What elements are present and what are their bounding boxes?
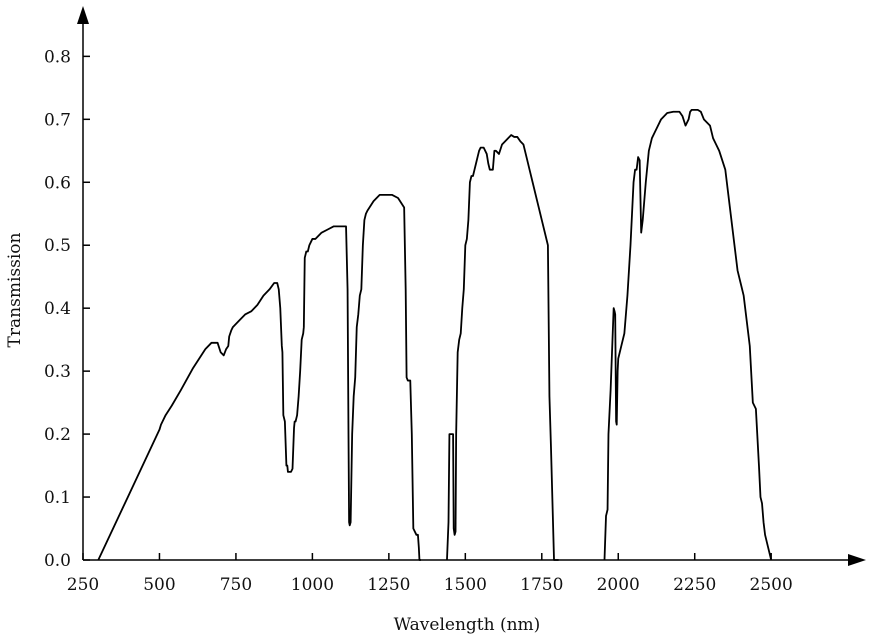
x-tick-label: 750 xyxy=(220,575,252,595)
y-tick-label: 0.8 xyxy=(44,47,71,67)
x-tick-label: 1750 xyxy=(520,575,563,595)
transmission-line-segment-2 xyxy=(446,134,559,561)
x-tick-label: 500 xyxy=(143,575,175,595)
series-layer xyxy=(97,108,773,561)
transmission-line-segment-1 xyxy=(97,193,421,561)
axes xyxy=(77,6,866,566)
tick-labels: 250 500 750 1000 1250 1500 1750 2000 2250 2500 0.0… xyxy=(44,47,793,595)
x-tick-label: 2250 xyxy=(673,575,716,595)
y-axis-title: Transmission xyxy=(5,233,25,348)
y-tick-label: 0.5 xyxy=(44,236,71,256)
x-tick-label: 1500 xyxy=(444,575,487,595)
y-tick-label: 0.2 xyxy=(44,425,71,445)
y-tick-label: 0.3 xyxy=(44,362,71,382)
x-tick-label: 1250 xyxy=(367,575,410,595)
x-tick-label: 1000 xyxy=(291,575,334,595)
x-tick-label: 2000 xyxy=(597,575,640,595)
y-axis-arrow xyxy=(77,6,89,24)
x-axis-arrow xyxy=(848,554,866,566)
y-tick-label: 0.6 xyxy=(44,173,71,193)
transmission-line-segment-3 xyxy=(603,108,773,561)
ticks xyxy=(82,55,772,561)
x-tick-label: 250 xyxy=(67,575,99,595)
y-tick-label: 0.0 xyxy=(44,551,71,571)
x-axis-title: Wavelength (nm) xyxy=(394,615,541,635)
x-tick-label: 2500 xyxy=(750,575,793,595)
y-tick-label: 0.7 xyxy=(44,110,71,130)
y-tick-label: 0.1 xyxy=(44,488,71,508)
y-tick-label: 0.4 xyxy=(44,299,71,319)
